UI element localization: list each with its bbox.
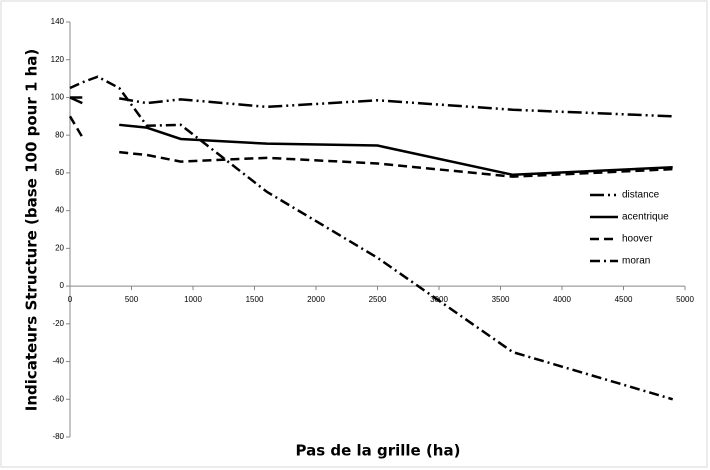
y-tick-label: 120 xyxy=(51,55,65,64)
y-tick-label: 0 xyxy=(60,281,65,290)
x-tick-label: 3500 xyxy=(492,295,510,304)
x-tick-label: 500 xyxy=(125,295,139,304)
y-tick-label: 60 xyxy=(55,168,64,177)
x-tick-label: 5000 xyxy=(676,295,694,304)
x-axis-title: Pas de la grille (ha) xyxy=(296,442,461,460)
x-tick-label: 4500 xyxy=(615,295,633,304)
series-line xyxy=(69,75,674,401)
y-tick-label: -40 xyxy=(52,357,64,366)
x-tick-label: 2000 xyxy=(307,295,325,304)
y-tick-label: 40 xyxy=(55,206,64,215)
y-tick-label: -80 xyxy=(52,432,64,441)
y-tick-label: 20 xyxy=(55,243,64,252)
legend-label: moran xyxy=(622,256,650,267)
y-axis-title: Indicateurs Structure (base 100 pour 1 h… xyxy=(23,49,41,412)
legend-label: distance xyxy=(622,190,660,201)
legend-label: acentrique xyxy=(622,212,669,223)
y-tick-label: 100 xyxy=(51,93,65,102)
x-tick-label: 0 xyxy=(68,295,73,304)
y-tick-label: 80 xyxy=(55,130,64,139)
x-tick-label: 1000 xyxy=(184,295,202,304)
y-tick-label: -20 xyxy=(52,319,64,328)
y-tick-label: 140 xyxy=(51,17,65,26)
series-line xyxy=(68,115,673,178)
x-tick-label: 1500 xyxy=(246,295,264,304)
legend-label: hoover xyxy=(622,234,653,245)
series-line xyxy=(69,96,673,177)
x-tick-label: 2500 xyxy=(369,295,387,304)
x-tick-label: 4000 xyxy=(553,295,571,304)
y-tick-label: -60 xyxy=(52,394,64,403)
